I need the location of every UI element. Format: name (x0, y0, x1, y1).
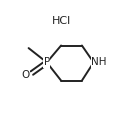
Text: HCl: HCl (51, 16, 71, 26)
Text: NH: NH (91, 57, 107, 67)
Text: O: O (21, 70, 30, 80)
Text: P: P (44, 57, 50, 67)
